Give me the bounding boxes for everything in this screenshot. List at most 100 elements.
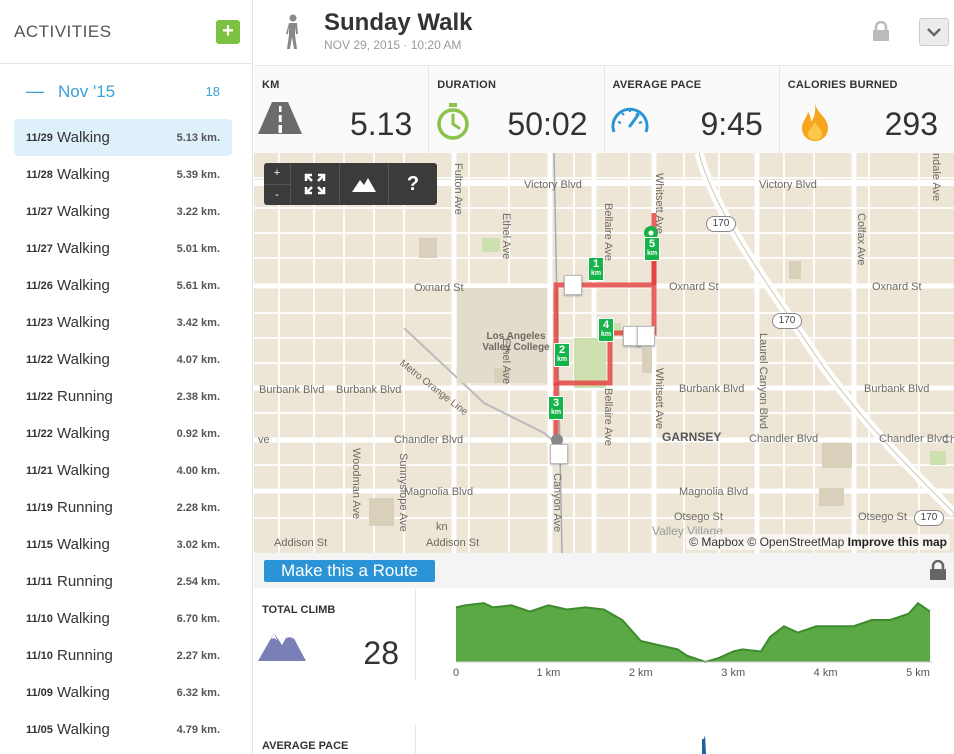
activity-list-item[interactable]: 11/28 Walking 5.39 km. bbox=[14, 156, 232, 193]
street-label: Burbank Blvd bbox=[679, 383, 745, 395]
street-label: Otsego St bbox=[858, 511, 907, 523]
activity-distance: 4.07 km. bbox=[176, 353, 220, 366]
photo-marker-icon[interactable] bbox=[637, 326, 655, 346]
activity-list-item[interactable]: 11/15 Walking 3.02 km. bbox=[14, 526, 232, 563]
highway-shield: 170 bbox=[914, 510, 944, 526]
activity-type: Walking bbox=[57, 425, 110, 442]
activity-date: 11/22 bbox=[26, 353, 53, 366]
activity-date: 11/29 bbox=[26, 131, 53, 144]
flame-icon bbox=[798, 102, 832, 147]
activity-distance: 6.32 km. bbox=[176, 686, 220, 699]
activity-list-item[interactable]: 11/10 Walking 6.70 km. bbox=[14, 600, 232, 637]
activity-list-item[interactable]: 11/22 Running 2.38 km. bbox=[14, 378, 232, 415]
activity-type: Walking bbox=[57, 314, 110, 331]
zoom-in-button[interactable]: + bbox=[264, 163, 290, 185]
activity-list-item[interactable]: 11/29 Walking 5.13 km. bbox=[14, 119, 232, 156]
stat-pace-value: 9:45 bbox=[700, 106, 763, 142]
mapbox-credit-link[interactable]: © Mapbox bbox=[689, 535, 745, 549]
km-marker-number: 5 bbox=[648, 238, 656, 250]
mountains-icon bbox=[258, 627, 306, 666]
street-label: Otsego St bbox=[674, 511, 723, 523]
stat-calories-label: CALORIES BURNED bbox=[787, 79, 898, 91]
activity-type: Running bbox=[57, 388, 113, 405]
km-marker-number: 4 bbox=[602, 319, 610, 331]
street-label: Burbank Blvd bbox=[259, 384, 325, 396]
activity-list-item[interactable]: 11/19 Running 2.28 km. bbox=[14, 489, 232, 526]
km-marker-unit: km bbox=[556, 356, 568, 363]
activity-distance: 2.28 km. bbox=[176, 501, 220, 514]
activity-date: 11/28 bbox=[26, 168, 53, 181]
km-marker[interactable]: 3 km bbox=[548, 396, 564, 420]
map-controls: + - ? bbox=[264, 163, 437, 205]
route-map[interactable]: + - ? Victory Blvd Victory Blvd Oxnard S… bbox=[254, 153, 954, 553]
x-tick-label: 3 km bbox=[721, 667, 745, 679]
activity-distance: 4.00 km. bbox=[176, 464, 220, 477]
activity-date: 11/05 bbox=[26, 723, 53, 736]
activity-type: Walking bbox=[57, 536, 110, 553]
activity-distance: 6.70 km. bbox=[176, 612, 220, 625]
elevation-chart[interactable]: 0 1 km 2 km 3 km 4 km 5 km bbox=[416, 589, 954, 684]
terrain-button[interactable] bbox=[339, 163, 388, 205]
map-attribution: © Mapbox © OpenStreetMap Improve this ma… bbox=[686, 534, 950, 550]
stats-bar: KM 5.13 DURATION 50:02 AVERAGE PACE 9:45 bbox=[254, 65, 954, 153]
collapse-icon[interactable]: — bbox=[26, 81, 44, 101]
km-marker[interactable]: 2 km bbox=[554, 343, 570, 367]
photo-marker-icon[interactable] bbox=[550, 444, 568, 464]
street-label: Magnolia Blvd bbox=[404, 486, 474, 498]
activity-distance: 3.22 km. bbox=[176, 205, 220, 218]
street-label: Bellaire Ave bbox=[602, 388, 614, 446]
lock-icon[interactable] bbox=[872, 20, 890, 46]
month-count: 18 bbox=[205, 84, 220, 99]
map-canvas bbox=[254, 153, 954, 553]
activity-type: Walking bbox=[57, 129, 110, 146]
improve-map-link[interactable]: Improve this map bbox=[847, 535, 947, 549]
x-tick-label: 5 km bbox=[906, 667, 930, 679]
street-label: kn bbox=[436, 521, 448, 533]
activity-list-item[interactable]: 11/23 Walking 3.42 km. bbox=[14, 304, 232, 341]
km-marker[interactable]: 1 km bbox=[588, 257, 604, 281]
street-label: Burbank Blvd bbox=[336, 384, 402, 396]
activity-list-item[interactable]: 11/22 Walking 4.07 km. bbox=[14, 341, 232, 378]
activity-list-item[interactable]: 11/26 Walking 5.61 km. bbox=[14, 267, 232, 304]
stat-calories: CALORIES BURNED 293 bbox=[778, 66, 954, 153]
street-label: Chandler Blvd bbox=[879, 433, 949, 445]
lock-icon[interactable] bbox=[929, 559, 947, 585]
activity-distance: 5.13 km. bbox=[176, 131, 220, 144]
activity-list: 11/29 Walking 5.13 km. 11/28 Walking 5.39 km.… bbox=[0, 119, 252, 748]
activity-distance: 4.79 km. bbox=[176, 723, 220, 736]
activity-list-item[interactable]: 11/27 Walking 5.01 km. bbox=[14, 230, 232, 267]
activity-type: Walking bbox=[57, 203, 110, 220]
stat-calories-value: 293 bbox=[884, 106, 938, 142]
add-activity-button[interactable]: + bbox=[216, 19, 240, 44]
activity-type: Walking bbox=[57, 721, 110, 738]
month-group-header[interactable]: — Nov '15 18 bbox=[0, 64, 252, 119]
activity-type: Walking bbox=[57, 684, 110, 701]
km-marker[interactable]: 4 km bbox=[598, 318, 614, 342]
street-label: Chandler Blvd bbox=[749, 433, 819, 445]
street-label: ndale Ave bbox=[930, 153, 942, 202]
fullscreen-button[interactable] bbox=[290, 163, 339, 205]
activity-date: 11/10 bbox=[26, 649, 53, 662]
activity-list-item[interactable]: 11/10 Running 2.27 km. bbox=[14, 637, 232, 674]
street-label: Burbank Blvd bbox=[864, 383, 930, 395]
osm-credit-link[interactable]: © OpenStreetMap bbox=[747, 535, 845, 549]
activity-list-item[interactable]: 11/22 Walking 0.92 km. bbox=[14, 415, 232, 452]
activity-list-item[interactable]: 11/05 Walking 4.79 km. bbox=[14, 711, 232, 748]
km-marker[interactable]: 5 km bbox=[644, 237, 660, 261]
street-label: Laurel Canyon Blvd bbox=[757, 333, 769, 430]
stat-distance-value: 5.13 bbox=[349, 106, 413, 142]
activity-list-item[interactable]: 11/11 Running 2.54 km. bbox=[14, 563, 232, 600]
street-label: Chandler Blvd bbox=[394, 434, 464, 446]
activity-type: Walking bbox=[57, 610, 110, 627]
pace-summary: AVERAGE PACE bbox=[254, 725, 416, 754]
activity-list-item[interactable]: 11/27 Walking 3.22 km. bbox=[14, 193, 232, 230]
activity-list-item[interactable]: 11/09 Walking 6.32 km. bbox=[14, 674, 232, 711]
zoom-out-button[interactable]: - bbox=[275, 189, 279, 201]
activity-list-item[interactable]: 11/21 Walking 4.00 km. bbox=[14, 452, 232, 489]
help-button[interactable]: ? bbox=[388, 163, 437, 205]
photo-marker-icon[interactable] bbox=[564, 275, 582, 295]
options-dropdown-button[interactable] bbox=[919, 18, 949, 46]
make-route-button[interactable]: Make this a Route bbox=[264, 560, 435, 582]
street-label: Addison St bbox=[274, 537, 328, 549]
